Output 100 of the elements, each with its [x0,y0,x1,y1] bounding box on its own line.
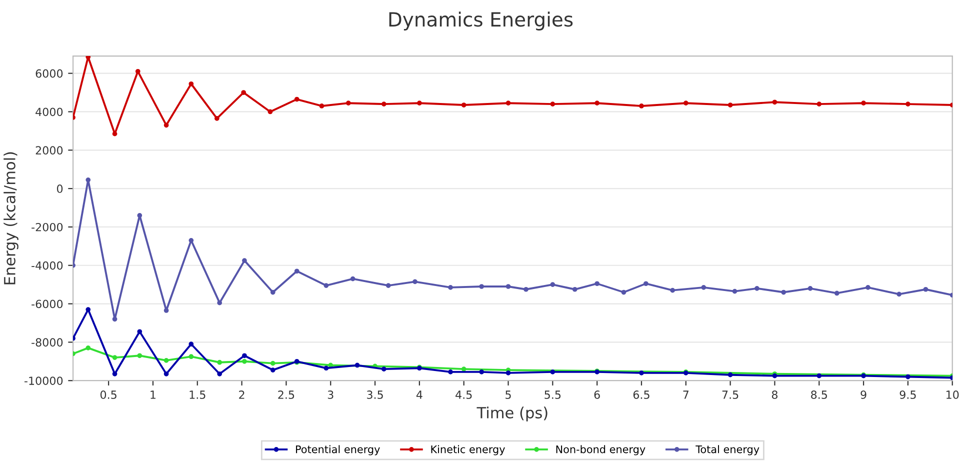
point [550,370,556,374]
point [417,100,422,106]
x-tick-label: 4.5 [456,390,472,399]
point [217,371,222,376]
point [319,104,324,108]
point [381,102,386,106]
chart-title: Dynamics Energies [389,12,573,30]
point [896,292,902,297]
point [112,355,118,360]
point [270,290,276,295]
point [270,360,276,366]
point [808,286,813,291]
point [866,285,870,290]
y-tick-label: 2000 [36,146,63,155]
point [242,353,247,358]
point [728,372,733,378]
point [524,286,528,292]
x-axis-title: Time (ps) [476,406,548,422]
x-tick-label: 3 [328,390,334,399]
point [86,307,91,312]
legend-label: Total energy [696,445,760,456]
point [354,362,360,368]
x-tick-label: 7.5 [722,390,738,399]
y-tick-label: -4000 [32,261,63,270]
point [572,286,578,292]
x-tick-label: 7 [683,390,688,399]
point [346,100,351,106]
point [294,96,300,102]
point [217,360,222,365]
point [242,358,247,364]
legend-label: Non-bond energy [556,445,646,456]
point [732,288,738,294]
point [728,102,733,108]
point [164,308,169,313]
point [506,284,511,289]
point [594,100,600,106]
point [270,368,276,372]
x-tick-label: 1.5 [190,390,206,399]
point [923,286,928,292]
y-tick-label: -2000 [32,222,63,232]
point [412,279,418,284]
legend-label: Kinetic energy [431,445,505,456]
point [639,104,644,108]
point [164,358,169,363]
x-tick-label: 9.5 [900,390,916,399]
x-tick-label: 5 [506,390,511,399]
point [137,353,142,358]
x-tick-label: 10 [946,390,959,399]
point [188,238,194,243]
x-tick-label: 8 [772,390,778,399]
point [639,370,644,376]
point [86,346,91,350]
x-tick-label: 9 [860,390,866,399]
point [906,102,910,106]
point [781,290,786,295]
point [217,300,222,306]
x-tick-label: 2.5 [278,390,294,399]
point [816,373,822,378]
point [506,370,511,376]
point [188,342,194,347]
x-tick-label: 6 [594,390,600,399]
point [461,102,466,108]
x-tick-label: 5.5 [544,390,561,399]
y-axis-title: Energy (kcal/mol) [4,152,18,284]
point [137,213,142,218]
point [242,258,247,264]
y-tick-label: -10000 [24,376,63,385]
point [164,371,169,376]
point [112,371,118,376]
point [861,100,866,106]
x-tick-label: 4 [416,390,422,399]
x-tick-label: 1 [150,390,156,399]
point [386,283,391,288]
point [381,366,386,372]
point [324,366,329,371]
point [137,329,142,334]
point [214,116,220,121]
point [834,290,840,296]
point [135,68,140,74]
point [594,281,600,286]
x-tick-label: 0.5 [100,390,116,399]
x-tick-label: 2 [239,390,244,399]
point [479,370,484,374]
point [448,370,453,374]
y-tick-label: -6000 [32,300,63,308]
point [350,276,356,282]
point [621,290,626,295]
legend-label: Potential energy [296,445,380,456]
point [772,100,778,105]
point [188,354,194,360]
point [550,102,556,106]
y-tick-label: 6000 [36,69,63,78]
point [448,285,453,290]
point [112,316,118,322]
point [241,90,246,95]
point [86,177,91,182]
y-tick-label: 4000 [36,108,63,116]
x-tick-label: 6.5 [633,390,650,399]
point [268,109,273,114]
point [324,283,329,288]
